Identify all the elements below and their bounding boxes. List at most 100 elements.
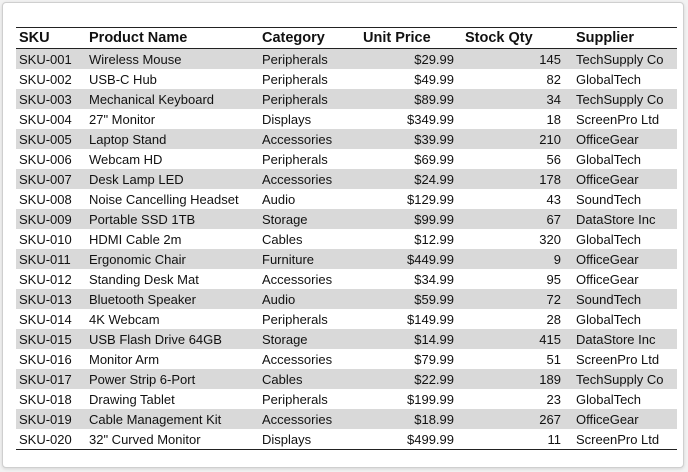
cell-unit-price: $39.99 [414, 131, 454, 147]
table-row[interactable]: SKU-020 32" Curved Monitor Displays $499.99… [16, 429, 677, 450]
header-unit-price[interactable]: Unit Price [363, 30, 431, 46]
cell-unit-price: $14.99 [414, 331, 454, 347]
cell-stock-qty: 72 [546, 291, 561, 307]
inventory-table: SKU Product Name Category Unit Price Sto… [16, 27, 677, 450]
cell-product-name: Power Strip 6-Port [89, 371, 196, 387]
cell-unit-price: $499.99 [407, 431, 454, 447]
table-row[interactable]: SKU-011 Ergonomic Chair Furniture $449.99 9 O… [16, 249, 677, 269]
cell-sku: SKU-008 [19, 191, 72, 207]
cell-sku: SKU-016 [19, 351, 72, 367]
table-row[interactable]: SKU-006 Webcam HD Peripherals $69.99 56 Globa… [16, 149, 677, 169]
cell-product-name: Wireless Mouse [89, 51, 182, 67]
cell-category: Accessories [262, 271, 333, 287]
header-category[interactable]: Category [262, 30, 325, 46]
header-stock-qty[interactable]: Stock Qty [465, 30, 533, 46]
cell-product-name: Bluetooth Speaker [89, 291, 196, 307]
cell-stock-qty: 145 [539, 51, 561, 67]
cell-stock-qty: 415 [539, 331, 561, 347]
cell-sku: SKU-001 [19, 51, 72, 67]
cell-category: Peripherals [262, 391, 328, 407]
cell-product-name: Drawing Tablet [89, 391, 175, 407]
table-row[interactable]: SKU-003 Mechanical Keyboard Peripherals $89… [16, 89, 677, 109]
cell-supplier: GlobalTech [576, 391, 642, 407]
cell-unit-price: $24.99 [414, 171, 454, 187]
table-row[interactable]: SKU-004 27" Monitor Displays $349.99 18 Scree… [16, 109, 677, 129]
cell-category: Furniture [262, 251, 315, 267]
table-row[interactable]: SKU-014 4K Webcam Peripherals $149.99 28 Glob… [16, 309, 677, 329]
cell-category: Peripherals [262, 71, 328, 87]
cell-category: Accessories [262, 171, 333, 187]
cell-supplier: ScreenPro Ltd [576, 111, 660, 127]
cell-sku: SKU-014 [19, 311, 72, 327]
cell-supplier: DataStore Inc [576, 331, 656, 347]
cell-unit-price: $79.99 [414, 351, 454, 367]
cell-unit-price: $129.99 [407, 191, 454, 207]
inventory-panel: SKU Product Name Category Unit Price Sto… [2, 2, 684, 468]
cell-sku: SKU-012 [19, 271, 72, 287]
cell-product-name: Noise Cancelling Headset [89, 191, 239, 207]
table-row[interactable]: SKU-017 Power Strip 6-Port Cables $22.99 189… [16, 369, 677, 389]
cell-product-name: Laptop Stand [89, 131, 167, 147]
cell-stock-qty: 9 [553, 251, 561, 267]
cell-unit-price: $149.99 [407, 311, 454, 327]
cell-supplier: TechSupply Co [576, 51, 664, 67]
cell-supplier: GlobalTech [576, 231, 642, 247]
cell-unit-price: $449.99 [407, 251, 454, 267]
cell-sku: SKU-020 [19, 431, 72, 447]
table-row[interactable]: SKU-010 HDMI Cable 2m Cables $12.99 320 Globa… [16, 229, 677, 249]
table-row[interactable]: SKU-013 Bluetooth Speaker Audio $59.99 72 Sou… [16, 289, 677, 309]
header-product-name[interactable]: Product Name [89, 30, 188, 46]
cell-supplier: SoundTech [576, 191, 642, 207]
table-row[interactable]: SKU-001 Wireless Mouse Peripherals $29.99 14… [16, 48, 677, 69]
cell-unit-price: $12.99 [414, 231, 454, 247]
cell-stock-qty: 178 [539, 171, 561, 187]
cell-product-name: 27" Monitor [89, 111, 156, 127]
cell-stock-qty: 11 [547, 431, 562, 447]
cell-supplier: OfficeGear [576, 411, 639, 427]
cell-stock-qty: 67 [546, 211, 561, 227]
cell-sku: SKU-011 [19, 251, 71, 267]
cell-category: Audio [262, 191, 296, 207]
cell-stock-qty: 210 [539, 131, 561, 147]
cell-supplier: SoundTech [576, 291, 642, 307]
cell-stock-qty: 28 [546, 311, 561, 327]
cell-product-name: Webcam HD [89, 151, 163, 167]
table-row[interactable]: SKU-016 Monitor Arm Accessories $79.99 51 Scr… [16, 349, 677, 369]
table-row[interactable]: SKU-002 USB-C Hub Peripherals $49.99 82 Globa… [16, 69, 677, 89]
cell-supplier: ScreenPro Ltd [576, 431, 660, 447]
table-row[interactable]: SKU-009 Portable SSD 1TB Storage $99.99 67 Da… [16, 209, 677, 229]
cell-supplier: TechSupply Co [576, 91, 664, 107]
table-row[interactable]: SKU-008 Noise Cancelling Headset Audio $129… [16, 189, 677, 209]
cell-supplier: GlobalTech [576, 151, 642, 167]
table-row[interactable]: SKU-019 Cable Management Kit Accessories $1… [16, 409, 677, 429]
table-row[interactable]: SKU-018 Drawing Tablet Peripherals $199.99 2… [16, 389, 677, 409]
table-row[interactable]: SKU-005 Laptop Stand Accessories $39.99 210 O… [16, 129, 677, 149]
cell-category: Peripherals [262, 51, 328, 67]
cell-stock-qty: 43 [546, 191, 561, 207]
cell-sku: SKU-013 [19, 291, 72, 307]
cell-category: Cables [262, 371, 303, 387]
cell-stock-qty: 23 [546, 391, 561, 407]
table-row[interactable]: SKU-015 USB Flash Drive 64GB Storage $14.99… [16, 329, 677, 349]
header-sku[interactable]: SKU [19, 30, 50, 46]
cell-sku: SKU-002 [19, 71, 72, 87]
cell-sku: SKU-004 [19, 111, 72, 127]
header-supplier[interactable]: Supplier [576, 30, 635, 46]
cell-sku: SKU-007 [19, 171, 72, 187]
cell-unit-price: $59.99 [414, 291, 454, 307]
cell-product-name: 32" Curved Monitor [89, 431, 201, 447]
table-header-row: SKU Product Name Category Unit Price Sto… [16, 27, 677, 49]
cell-sku: SKU-017 [19, 371, 72, 387]
table-row[interactable]: SKU-007 Desk Lamp LED Accessories $24.99 178… [16, 169, 677, 189]
cell-category: Displays [262, 431, 312, 447]
table-body: SKU-001 Wireless Mouse Peripherals $29.99 14… [16, 48, 677, 450]
cell-sku: SKU-003 [19, 91, 72, 107]
cell-product-name: Monitor Arm [89, 351, 160, 367]
cell-supplier: OfficeGear [576, 251, 639, 267]
cell-stock-qty: 34 [546, 91, 561, 107]
cell-stock-qty: 18 [546, 111, 561, 127]
table-row[interactable]: SKU-012 Standing Desk Mat Accessories $34.9… [16, 269, 677, 289]
cell-product-name: Portable SSD 1TB [89, 211, 196, 227]
cell-product-name: Mechanical Keyboard [89, 91, 215, 107]
cell-product-name: Cable Management Kit [89, 411, 222, 427]
